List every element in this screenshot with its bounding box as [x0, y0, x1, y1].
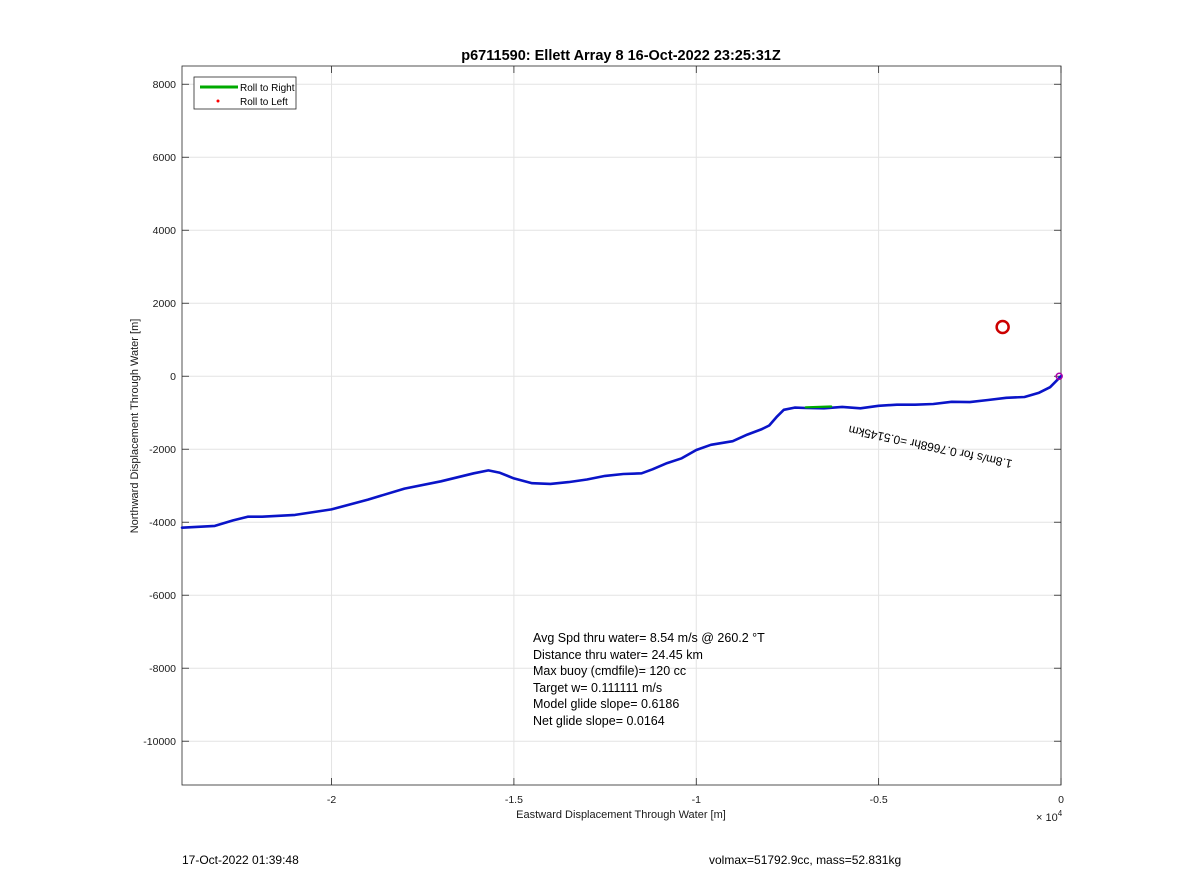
x-tick-label: -0.5 — [870, 794, 888, 806]
legend-box — [193, 76, 297, 110]
stats-line: Max buoy (cmdfile)= 120 cc — [533, 664, 686, 678]
x-exponent-base: × 10 — [1036, 812, 1058, 824]
footer-timestamp: 17-Oct-2022 01:39:48 — [182, 853, 299, 867]
plot-area-border — [181, 65, 1062, 786]
y-tick-label: 8000 — [153, 79, 177, 91]
stats-box: Avg Spd thru water= 8.54 m/s @ 260.2 °T … — [533, 631, 765, 728]
x-tick-label: 0 — [1058, 794, 1064, 806]
marker-layer — [995, 319, 1063, 380]
legend-label-roll-right: Roll to Right — [240, 83, 295, 94]
y-tick-label: -10000 — [143, 736, 176, 748]
y-tick-label: -2000 — [149, 444, 176, 456]
y-axis-label: Northward Displacement Through Water [m] — [129, 319, 141, 534]
track-annotation: 1.8m/s for 0.7668hr =0.5145km — [847, 423, 1013, 471]
roll-right-segment — [804, 405, 833, 409]
y-tick-label: 2000 — [153, 298, 177, 310]
y-tick-label: 4000 — [153, 225, 177, 237]
x-tick-label: -1.5 — [505, 794, 523, 806]
x-axis-label: Eastward Displacement Through Water [m] — [516, 809, 726, 821]
x-tick-label: -1 — [692, 794, 701, 806]
y-tick-label: -4000 — [149, 517, 176, 529]
x-tick-label: -2 — [327, 794, 336, 806]
stats-line: Target w= 0.111111 m/s — [533, 681, 662, 695]
y-tick-label: 0 — [170, 371, 176, 383]
target-circle-marker — [995, 319, 1010, 335]
stats-line: Model glide slope= 0.6186 — [533, 697, 679, 711]
end-point-marker — [1055, 372, 1063, 380]
stats-line: Net glide slope= 0.0164 — [533, 714, 665, 728]
glider-track-line — [180, 374, 1063, 530]
x-exponent-power: 4 — [1058, 809, 1063, 818]
chart-title: p6711590: Ellett Array 8 16-Oct-2022 23:… — [461, 48, 781, 64]
series-layer — [180, 374, 1063, 530]
legend: Roll to Right Roll to Left — [193, 76, 297, 110]
stats-line: Avg Spd thru water= 8.54 m/s @ 260.2 °T — [533, 631, 765, 645]
legend-label-roll-left: Roll to Left — [240, 97, 288, 108]
stats-line: Distance thru water= 24.45 km — [533, 648, 703, 662]
footer-volmax-mass: volmax=51792.9cc, mass=52.831kg — [709, 853, 901, 867]
y-axis: 8000 6000 4000 2000 0 -2000 -4000 -6000 -8000 -10… — [143, 79, 1061, 748]
x-axis: -2 -1.5 -1 -0.5 0 — [327, 66, 1064, 806]
legend-swatch-roll-left — [216, 99, 220, 103]
x-axis-exponent: × 104 — [1036, 809, 1063, 824]
y-tick-label: 6000 — [153, 152, 177, 164]
y-tick-label: -6000 — [149, 590, 176, 602]
y-tick-label: -8000 — [149, 663, 176, 675]
